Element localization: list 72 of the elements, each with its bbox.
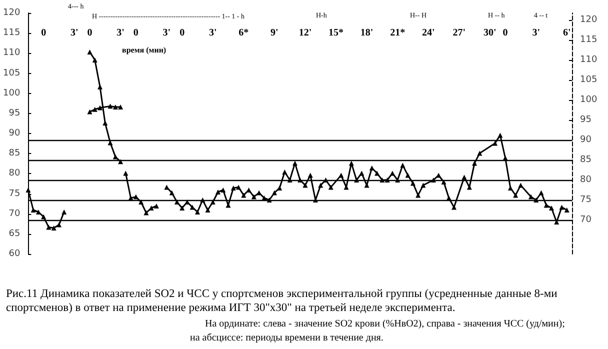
point xyxy=(98,84,103,90)
y-tick-label: 110 xyxy=(2,48,20,58)
point xyxy=(108,104,113,109)
x-tick-label: 6* xyxy=(238,28,249,38)
y2-tick-label: 100 xyxy=(580,95,598,105)
y2-tick-label: 80 xyxy=(580,175,592,185)
y-tick-label: 80 xyxy=(8,168,20,179)
point xyxy=(112,104,118,110)
text: На ординате: слева - значение SO2 крови (%HвO2), справа - значения ЧСС (уд/мин); xyxy=(205,318,566,330)
point xyxy=(51,226,56,230)
point xyxy=(36,210,41,214)
text: Рис.11 Динамика показателей SO2 и ЧСС у спортсменов экспериментальной группы (усредненные данные 8-ми спортсменов) в ответ на применение режима ИГТ 30"х30" на третьей неделе эксперимента. xyxy=(6,287,558,315)
text: на абсциссе: периоды времени в течение дня. xyxy=(190,332,384,344)
y2-tick-label: 75 xyxy=(580,195,592,205)
y-tick-label: 70 xyxy=(8,208,20,219)
point xyxy=(102,120,108,126)
y2-tick-label: 105 xyxy=(580,75,598,85)
point xyxy=(123,170,128,176)
x-tick-label: 0 xyxy=(87,28,92,38)
x-tick-label: 12' xyxy=(298,28,312,38)
y-tick-label: 65 xyxy=(8,228,20,239)
point xyxy=(118,104,124,110)
point xyxy=(87,49,92,54)
y-tick-label: 100 xyxy=(2,88,20,98)
y2-tick-label: 95 xyxy=(580,115,592,125)
point xyxy=(62,210,67,214)
point xyxy=(30,208,36,212)
y-tick-label: 115 xyxy=(2,28,20,38)
x-tick-label: 3' xyxy=(162,28,171,38)
point xyxy=(98,105,103,110)
point xyxy=(26,188,31,192)
point xyxy=(56,222,62,228)
point xyxy=(87,109,92,114)
x-tick-label: 0 xyxy=(180,28,185,38)
x-tick-label: 0 xyxy=(133,28,138,38)
x-tick-label: 3' xyxy=(70,28,78,38)
y2-tick-label: 120 xyxy=(580,15,598,25)
y-tick-label: 85 xyxy=(8,148,20,159)
point xyxy=(46,224,52,230)
y-tick-label: 60 xyxy=(8,249,20,259)
x-tick-label: 18' xyxy=(360,28,374,38)
x-tick-label: 9' xyxy=(270,28,279,38)
x-tick-label: 27' xyxy=(452,28,466,38)
x-tick-label: 3' xyxy=(532,28,540,38)
point xyxy=(112,154,118,160)
x-tick-label: 24' xyxy=(422,28,435,38)
y2-tick-label: 110 xyxy=(580,55,598,65)
point xyxy=(41,214,46,220)
x-tick-label: 0 xyxy=(502,28,508,38)
y-tick-label: 120 xyxy=(2,8,20,18)
x-tick-label: 3' xyxy=(208,28,217,38)
y2-tick-label: 70 xyxy=(580,215,592,225)
point xyxy=(144,210,149,216)
x-tick-label: 30' xyxy=(484,28,497,38)
point xyxy=(133,194,138,200)
x-tick-label: 6' xyxy=(562,28,571,38)
x-tick-label: 3' xyxy=(116,28,125,38)
point xyxy=(138,200,144,204)
y2-tick-label: 90 xyxy=(580,135,592,145)
y2-tick-label: 85 xyxy=(580,155,592,165)
point xyxy=(154,204,159,208)
x-axis-title: время (мин) xyxy=(122,46,166,54)
y-tick-label: 90 xyxy=(8,128,20,138)
y-tick-label: 75 xyxy=(8,188,20,199)
y-tick-label: 105 xyxy=(2,68,20,78)
y2-tick-label: 115 xyxy=(580,35,598,45)
y-tick-label: 95 xyxy=(8,108,20,118)
point xyxy=(92,106,98,112)
x-tick-label: 21* xyxy=(390,28,406,38)
x-tick-label: 15* xyxy=(328,28,344,38)
point xyxy=(92,57,98,62)
x-tick-label: 0 xyxy=(41,28,46,38)
